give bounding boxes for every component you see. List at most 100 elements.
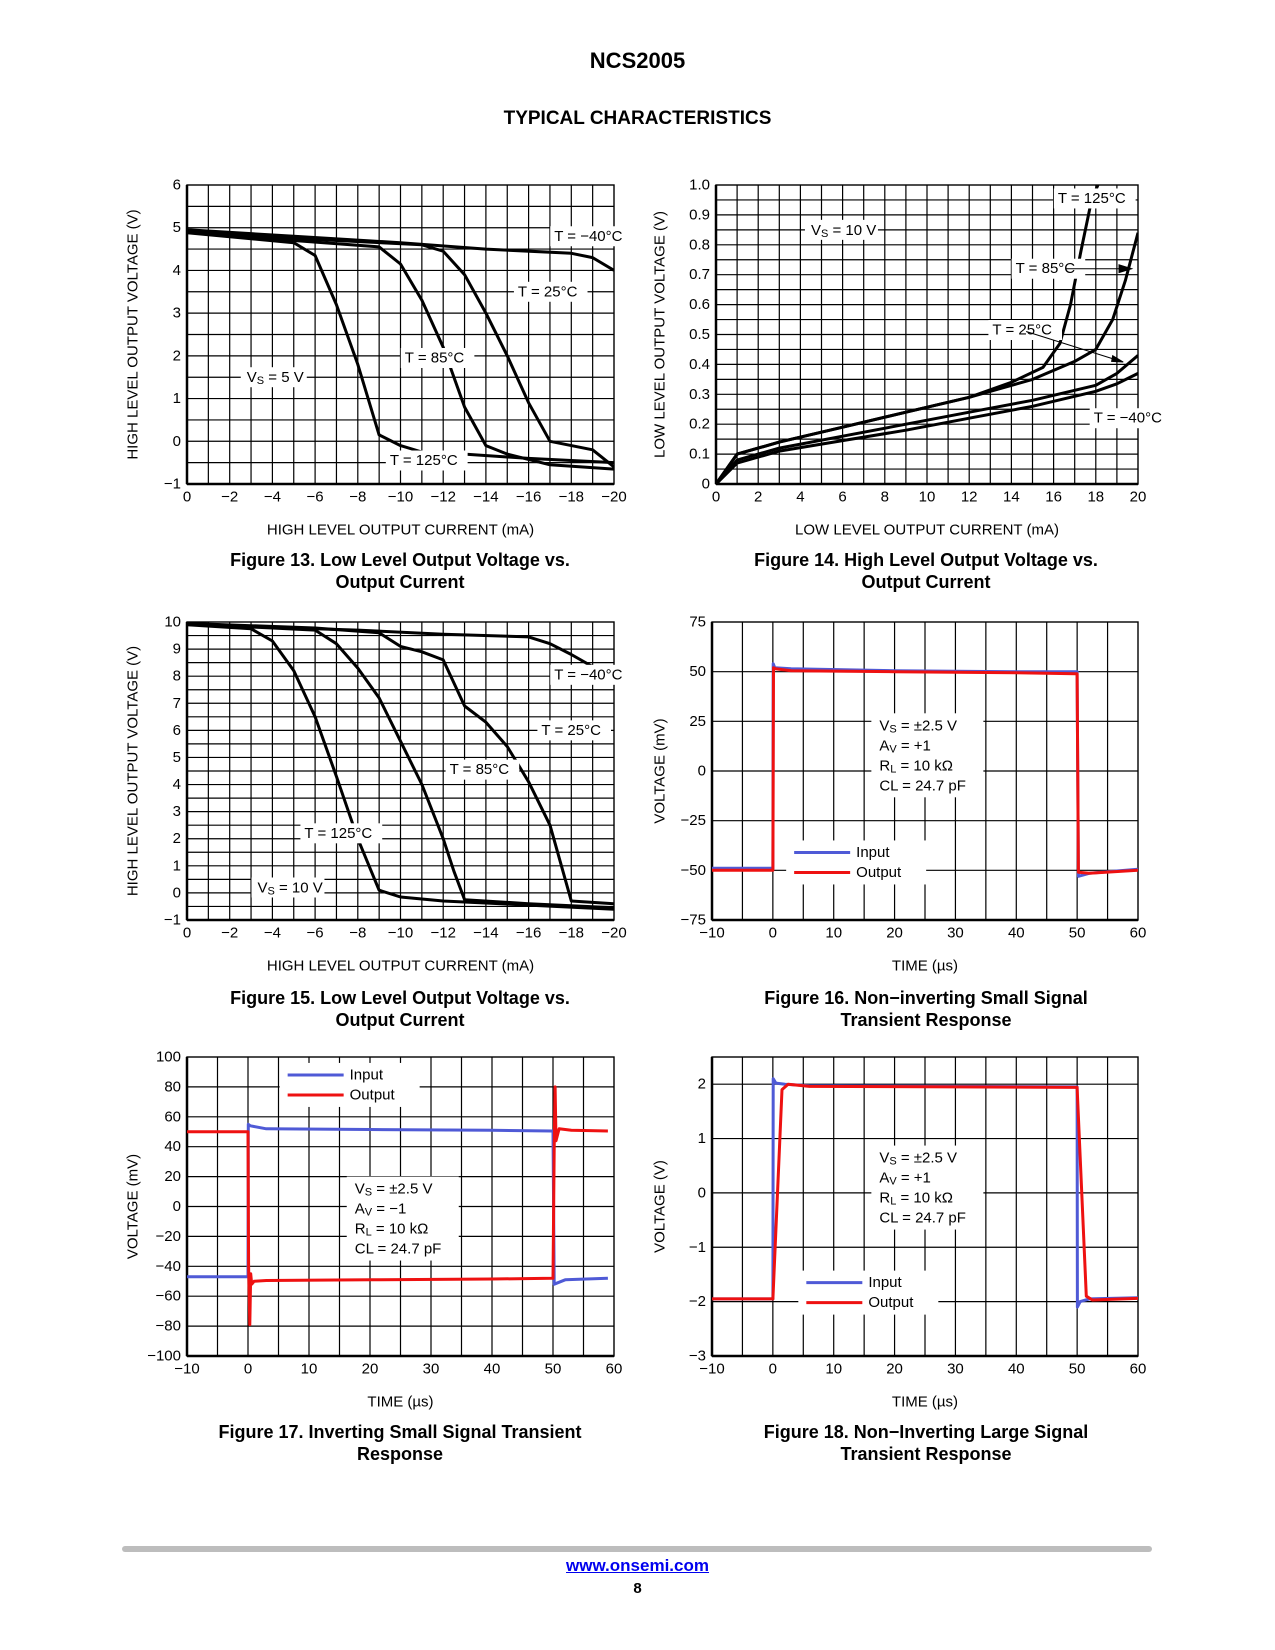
fig17-legend-label-input: Input [350,1066,384,1083]
fig15-x-tick-label: −18 [559,925,584,942]
fig14-caption: Figure 14. High Level Output Voltage vs.… [676,549,1176,593]
fig17-chart: −10 0 10 20 30 40 50 60100806040200−20−40−60−80… [125,1049,623,1411]
fig15-series-label: T = 85°C [450,761,510,778]
fig16-x-tick-label: 40 [1008,925,1025,942]
fig15-y-tick-label: 6 [173,722,181,739]
fig18-series-output [712,1082,1138,1302]
fig16-y-tick-label: −25 [681,812,706,829]
condition-name: A [355,1200,365,1217]
fig13-series-label: T = −40°C [554,228,622,245]
fig13-annotation: T = 125°C [385,450,468,471]
fig18-y-tick-label: 0 [698,1184,706,1201]
fig14-arrowhead-25c [1111,354,1124,363]
fig17-legend: Input Output [279,1062,420,1107]
fig13-annotation: T = −40°C [550,226,633,247]
fig16-x-tick-label: 10 [825,925,842,942]
fig15-x-tick-label: 0 [183,925,191,942]
fig15-grid [187,622,614,920]
fig14-annotation: T = 85°C [1011,258,1086,279]
fig17-legend-label-output: Output [350,1086,396,1103]
footer-link-container: www.onsemi.com [0,1556,1275,1576]
fig15-annotation-bg [445,759,520,780]
condition-subscript: L [890,763,896,775]
fig16-caption: Figure 16. Non−inverting Small Signal Tr… [676,987,1176,1031]
fig14-annotation-bg [804,219,878,240]
fig13-y-tick-label: 1 [173,390,181,407]
website-link[interactable]: www.onsemi.com [566,1556,709,1575]
fig18-legend-label-input: Input [868,1274,902,1291]
fig14-y-axis-title: LOW LEVEL OUTPUT VOLTAGE (V) [652,211,669,458]
fig13-y-tick-label: 3 [173,305,181,322]
fig18-x-tick-label: 40 [1008,1361,1025,1378]
fig17-x-tick-label: 40 [484,1361,501,1378]
fig18-y-tick-label: −1 [689,1239,706,1256]
fig16-x-tick-label: 60 [1130,925,1147,942]
fig15-x-tick-label: −2 [221,925,238,942]
fig15-series-t-25-c [187,621,614,906]
fig13-x-tick-label: −20 [601,489,626,506]
fig13-series-t-125-c [187,231,614,465]
fig16-y-tick-label: 75 [689,614,706,631]
fig13-x-tick-label: 0 [183,489,191,506]
condition-name: R [355,1220,366,1237]
fig14-series-label: T = 85°C [1016,260,1076,277]
fig14-leader-arrows [1026,264,1134,363]
fig18-condition: RL = 10 kΩ [879,1189,953,1208]
supply-label-main: V [257,879,267,896]
condition-name: A [879,1169,889,1186]
fig17-y-tick-label: 20 [164,1168,181,1185]
fig17-x-tick-label: 50 [545,1361,562,1378]
condition-value: = −1 [372,1200,406,1217]
fig16-series-output [712,666,1138,875]
fig18-x-tick-label: 10 [825,1361,842,1378]
fig14-caption-line-1: Figure 14. High Level Output Voltage vs. [754,550,1098,570]
fig18-caption: Figure 18. Non−Inverting Large Signal Tr… [676,1421,1176,1465]
condition-name: R [879,1189,890,1206]
fig15-series-t-85-c [187,622,614,910]
supply-label-sub: S [257,375,264,387]
fig14-y-tick-label: 1.0 [689,177,710,194]
fig15-x-tick-label: −20 [601,925,626,942]
fig13-series-label: T = 125°C [390,452,458,469]
fig18-x-tick-label: 20 [886,1361,903,1378]
fig13-annotation: VS = 5 V [240,367,307,388]
fig14-annotation: T = −40°C [1089,408,1172,429]
fig17-y-tick-label: −80 [156,1318,181,1335]
fig15-y-tick-label: 10 [164,614,181,631]
fig14-x-tick-label: 6 [838,489,846,506]
fig15-y-axis-title: HIGH LEVEL OUTPUT VOLTAGE (V) [125,646,142,896]
fig14-series-t-25-c [716,354,1138,485]
supply-label-rest: = 5 V [264,369,304,386]
fig17-x-tick-label: 0 [244,1361,252,1378]
fig17-legend-bg [279,1062,420,1107]
fig14-caption-line-2: Output Current [861,572,991,592]
fig16-condition: RL = 10 kΩ [879,757,953,776]
fig18-caption-line-2: Transient Response [840,1444,1012,1464]
condition-subscript: S [889,1156,896,1168]
fig18-x-tick-label: 50 [1069,1361,1086,1378]
fig13-y-tick-label: 5 [173,219,181,236]
fig14-annotation: T = 25°C [988,320,1063,341]
fig16-x-tick-label: 20 [886,925,903,942]
fig14-y-tick-label: 0.1 [689,446,710,463]
supply-label-rest: = 10 V [275,879,323,896]
condition-subscript: L [366,1227,372,1239]
fig15-annotation-bg [537,720,612,741]
fig15-annotation: T = 25°C [537,720,612,741]
supply-label-rest: = 10 V [828,221,876,238]
fig14-series-label: T = −40°C [1094,410,1162,427]
supply-label-main: V [811,221,821,238]
fig15-caption-line-2: Output Current [335,1010,465,1030]
fig14-annotation: T = 125°C [1053,188,1136,209]
condition-name: R [879,757,890,774]
fig14-x-tick-label: 14 [1003,489,1020,506]
fig17-caption: Figure 17. Inverting Small Signal Transi… [150,1421,650,1465]
condition-value: = 24.7 pF [898,777,966,794]
fig18-x-tick-label: 60 [1130,1361,1147,1378]
fig18-caption-line-1: Figure 18. Non−Inverting Large Signal [763,1422,1089,1442]
fig18-y-tick-label: −2 [689,1293,706,1310]
condition-value: = ±2.5 V [897,1149,957,1166]
